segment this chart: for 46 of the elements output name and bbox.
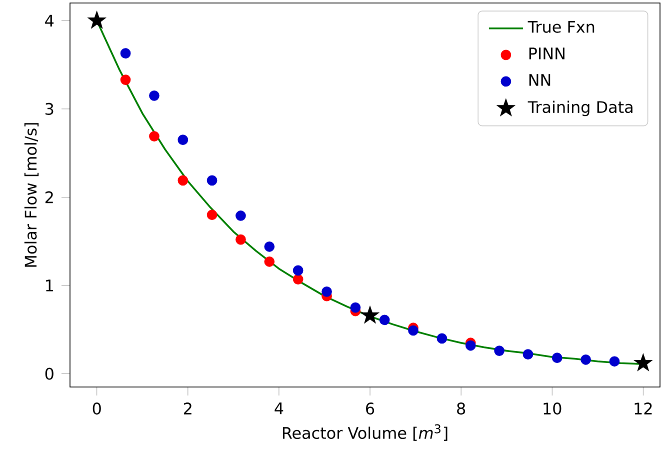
legend-label: True Fxn (528, 21, 594, 33)
point (552, 352, 562, 364)
legend-label: Training Data (528, 100, 632, 116)
point (634, 354, 652, 371)
point (236, 234, 246, 245)
x-tick-label: 2 (184, 402, 192, 414)
y-tick-label: 4 (45, 14, 54, 26)
x-tick-label: 6 (366, 402, 374, 415)
point (292, 274, 304, 284)
point (408, 325, 418, 336)
x-tick-label: 0 (92, 402, 101, 415)
point (292, 265, 304, 276)
point (178, 134, 188, 145)
point (206, 210, 218, 220)
point (120, 48, 131, 58)
point (494, 346, 504, 356)
point (88, 11, 106, 28)
point (149, 131, 160, 142)
point (522, 349, 534, 360)
point (236, 210, 246, 221)
point (361, 306, 379, 324)
point (264, 256, 275, 267)
point (178, 175, 188, 186)
point (206, 175, 218, 186)
y-tick-label: 2 (45, 191, 53, 204)
point (149, 90, 160, 101)
point (379, 314, 390, 326)
x-tick-label: 4 (274, 402, 284, 414)
point (580, 354, 591, 365)
x-tick-label: 10 (544, 402, 562, 415)
point (350, 302, 361, 313)
y-axis-title: Molar Flow [mol/s] (24, 123, 39, 267)
point (264, 241, 275, 252)
point (609, 356, 620, 367)
x-axis-title: Reactor Volume [m$^{3}$] (282, 424, 448, 441)
y-tick-label: 0 (45, 368, 54, 380)
legend-label: NN (529, 74, 550, 86)
y-tick-label: 3 (46, 102, 54, 115)
point (436, 333, 448, 344)
x-tick-label: 12 (634, 402, 652, 414)
point (322, 286, 332, 297)
y-tick-label: 1 (46, 280, 53, 292)
legend-label: PINN (529, 48, 564, 60)
point (465, 340, 476, 351)
point (120, 74, 131, 85)
x-tick-label: 8 (457, 402, 466, 415)
